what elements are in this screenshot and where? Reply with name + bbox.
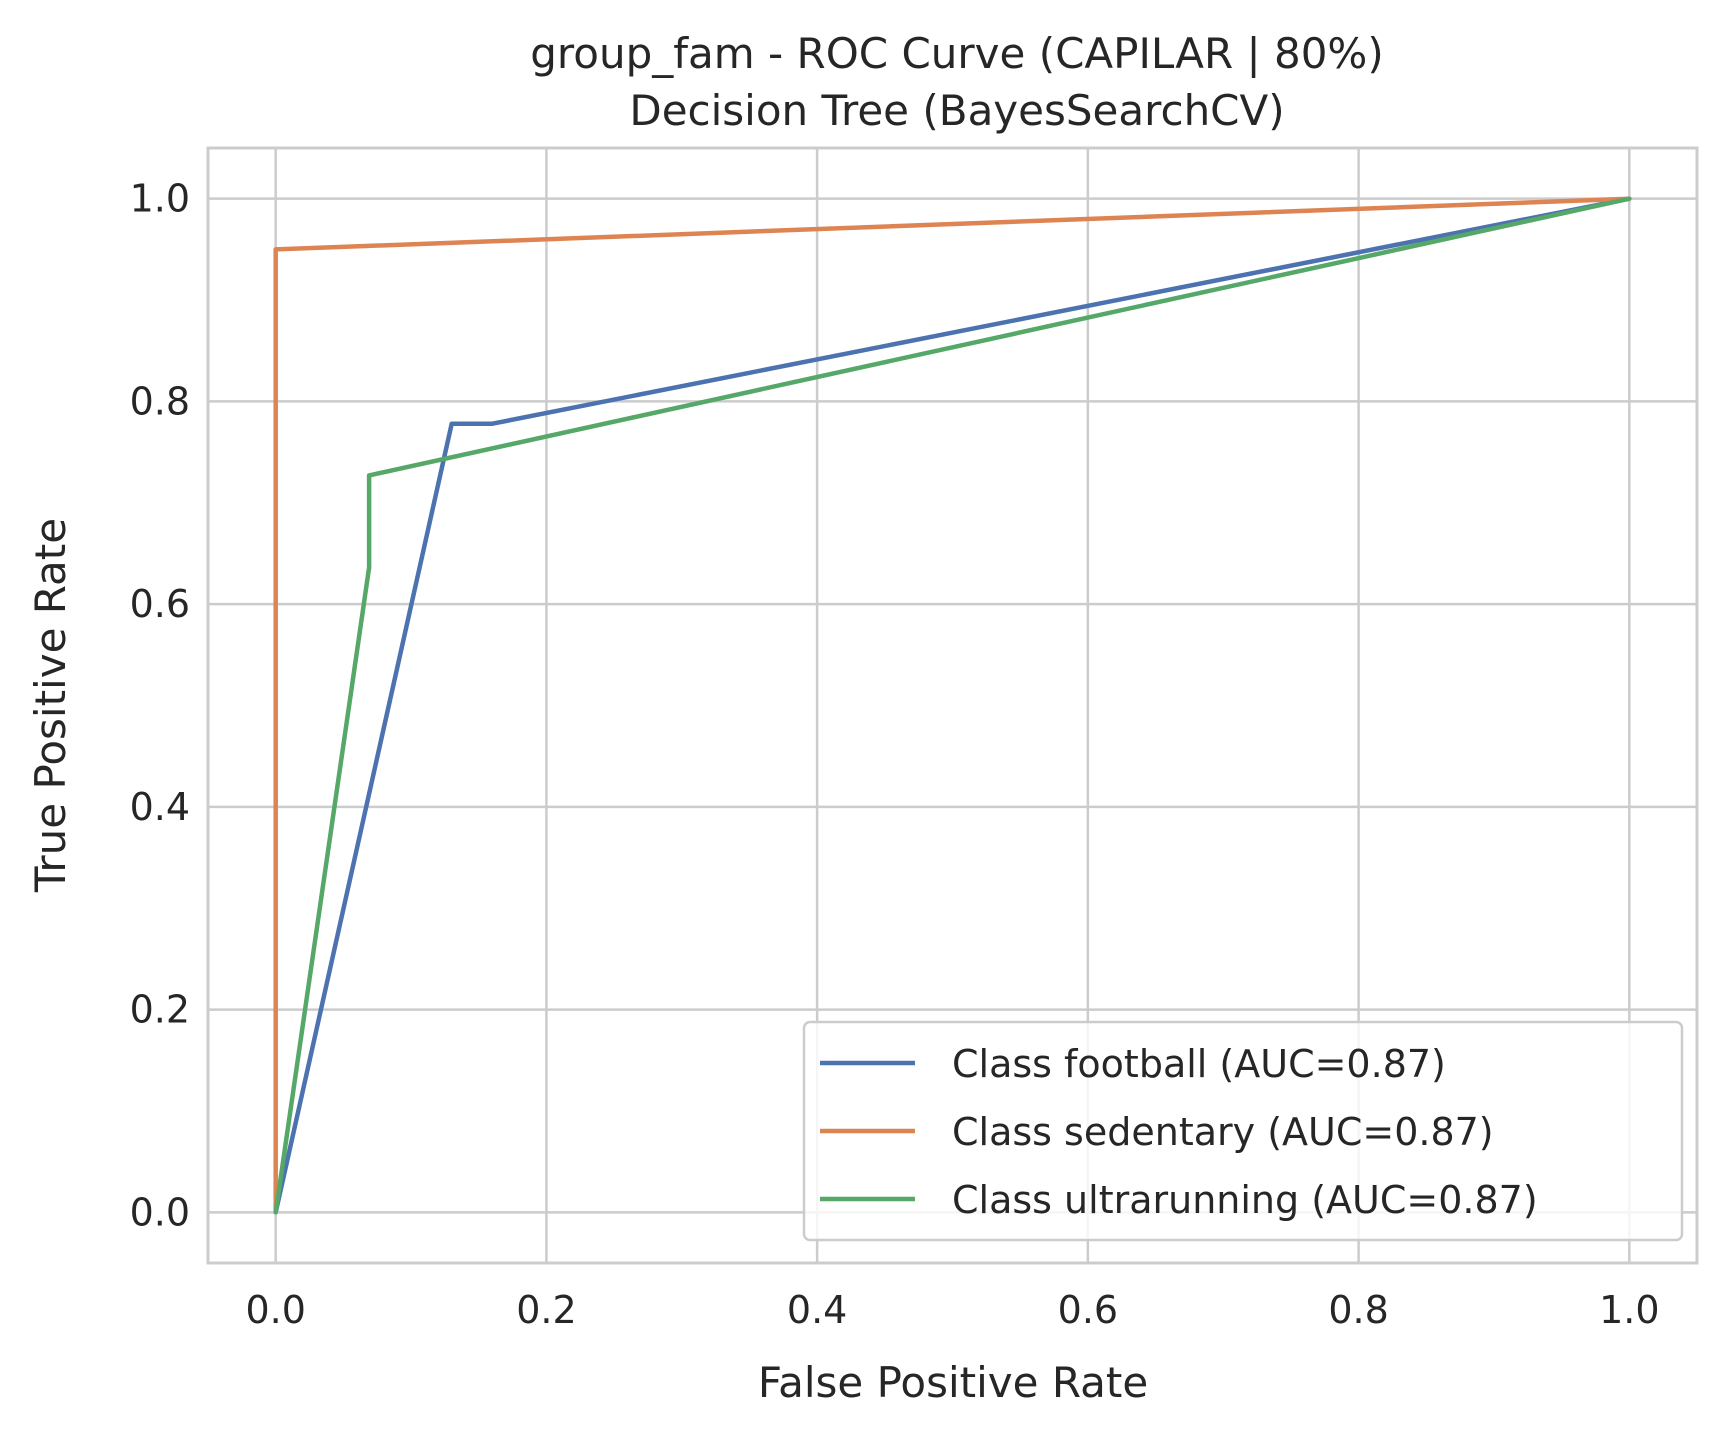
y-tick-label: 0.2 bbox=[130, 988, 190, 1032]
series-line-1 bbox=[273, 196, 1632, 1215]
y-tick-label: 0.0 bbox=[130, 1190, 190, 1234]
legend-label: Class ultrarunning (AUC=0.87) bbox=[952, 1178, 1538, 1222]
x-tick-label: 1.0 bbox=[1599, 1288, 1659, 1332]
plot-frame bbox=[206, 146, 1699, 1265]
y-tick-label: 0.6 bbox=[130, 582, 190, 626]
legend-box bbox=[802, 1020, 1684, 1242]
x-tick-label: 0.8 bbox=[1328, 1288, 1388, 1332]
series-line-2 bbox=[273, 196, 1632, 1215]
legend-label: Class football (AUC=0.87) bbox=[952, 1042, 1446, 1086]
x-axis-label: False Positive Rate bbox=[758, 1358, 1148, 1407]
x-tick-label: 0.6 bbox=[1058, 1288, 1118, 1332]
y-tick-label: 0.4 bbox=[130, 785, 190, 829]
grid bbox=[208, 148, 1697, 1263]
series-layer bbox=[273, 196, 1632, 1215]
chart-title: group_fam - ROC Curve (CAPILAR | 80%) bbox=[530, 29, 1383, 78]
y-axis-label: True Positive Rate bbox=[26, 518, 75, 893]
y-axis-ticks: 0.0 0.2 0.4 0.6 0.8 1.0 bbox=[130, 177, 190, 1235]
legend-label: Class sedentary (AUC=0.87) bbox=[952, 1110, 1494, 1154]
series-line-3 bbox=[273, 196, 1632, 1215]
legend: Class football (AUC=0.87) Class sedentary… bbox=[802, 1020, 1684, 1242]
y-tick-label: 1.0 bbox=[130, 177, 190, 221]
x-axis-ticks: 0.0 0.2 0.4 0.6 0.8 1.0 bbox=[245, 1288, 1659, 1332]
chart-subtitle: Decision Tree (BayesSearchCV) bbox=[629, 86, 1284, 135]
x-tick-label: 0.0 bbox=[245, 1288, 305, 1332]
y-tick-label: 0.8 bbox=[130, 379, 190, 423]
x-tick-label: 0.4 bbox=[787, 1288, 847, 1332]
x-tick-label: 0.2 bbox=[516, 1288, 576, 1332]
